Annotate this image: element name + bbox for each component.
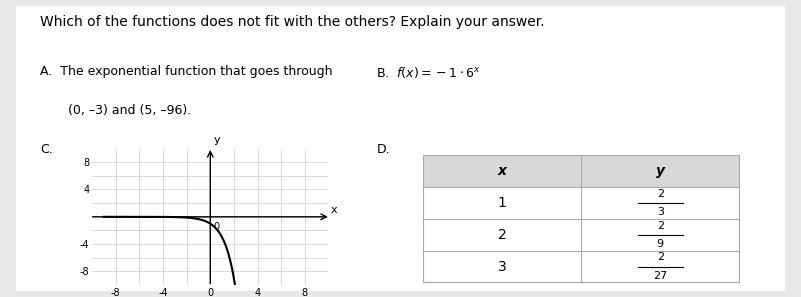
Text: x: x	[497, 164, 507, 178]
Text: Which of the functions does not fit with the others? Explain your answer.: Which of the functions does not fit with…	[40, 15, 545, 29]
Bar	[423, 155, 739, 187]
Text: (0, –3) and (5, –96).: (0, –3) and (5, –96).	[68, 104, 191, 117]
Text: 2: 2	[657, 189, 664, 199]
Text: B.  $f(x) = -1 \cdot 6^x$: B. $f(x) = -1 \cdot 6^x$	[376, 65, 481, 80]
Text: 3: 3	[497, 260, 506, 274]
Text: y: y	[656, 164, 665, 178]
Text: D.: D.	[376, 143, 390, 156]
Text: 27: 27	[653, 271, 667, 281]
Text: A.  The exponential function that goes through: A. The exponential function that goes th…	[40, 65, 332, 78]
Text: 0: 0	[214, 222, 220, 232]
Text: 2: 2	[497, 228, 506, 242]
Text: y: y	[214, 135, 220, 145]
Text: 1: 1	[497, 196, 506, 210]
FancyBboxPatch shape	[16, 6, 785, 291]
Text: 3: 3	[657, 207, 664, 217]
Text: 9: 9	[657, 239, 664, 249]
Text: x: x	[331, 205, 338, 215]
Text: C.: C.	[40, 143, 53, 156]
Bar	[423, 155, 739, 282]
Text: 2: 2	[657, 221, 664, 230]
Text: 2: 2	[657, 252, 664, 262]
